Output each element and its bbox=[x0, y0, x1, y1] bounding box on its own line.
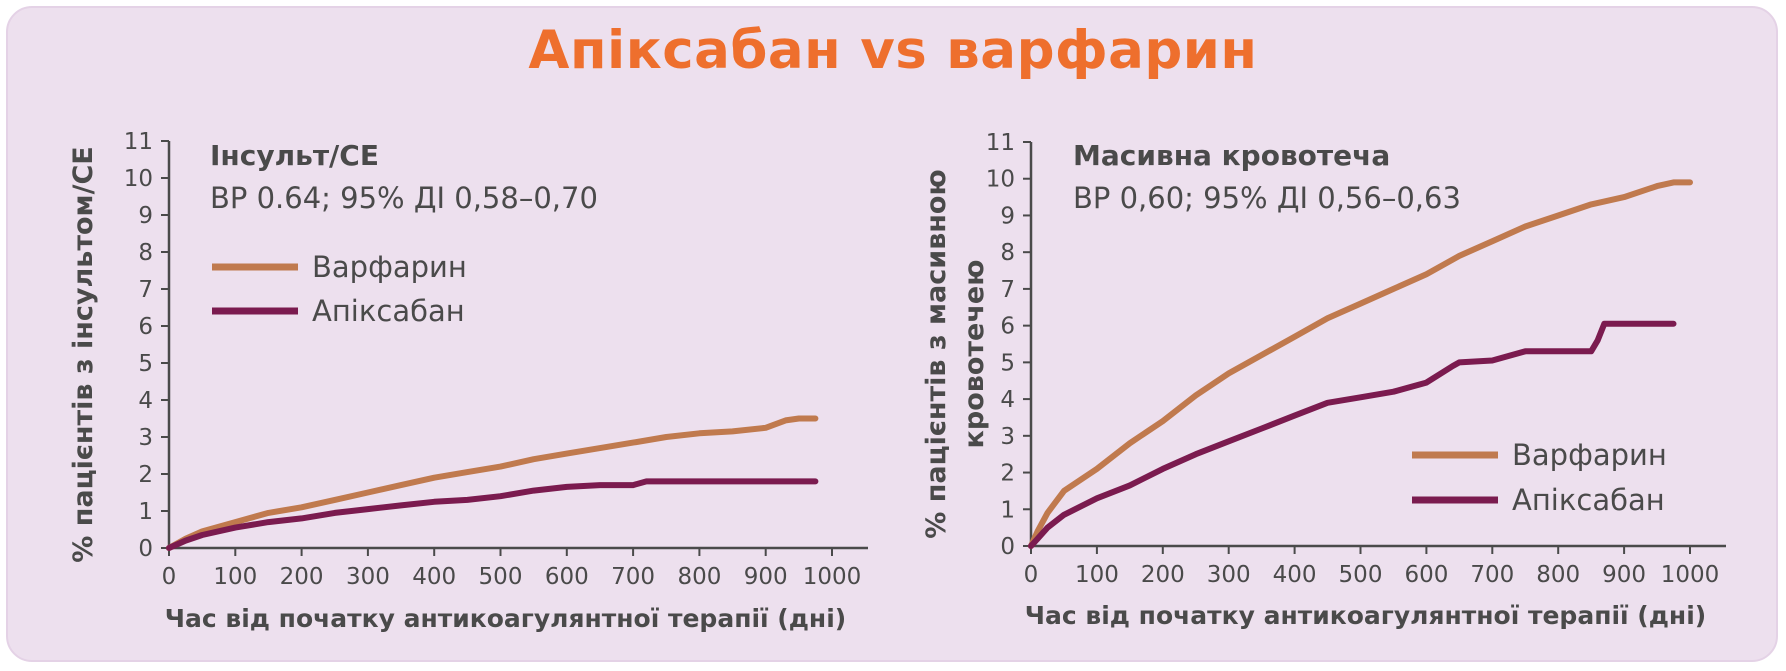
x-tick-label: 100 bbox=[1075, 562, 1119, 588]
chart-panel-1: 0 1 2 3 4 5 6 7 8 9 10 11 0 100 200 300 400 500 600 700 800 9… bbox=[68, 129, 868, 633]
y-tick-label: 6 bbox=[1000, 314, 1015, 340]
series-line-apixaban bbox=[1028, 320, 1677, 549]
x-tick-label: 500 bbox=[479, 564, 523, 590]
x-tick-label: 200 bbox=[280, 564, 324, 590]
y-tick-label: 4 bbox=[1000, 387, 1015, 413]
x-tick-label: 0 bbox=[162, 564, 177, 590]
x-tick-label: 0 bbox=[1024, 562, 1039, 588]
y-tick-label: 8 bbox=[1000, 240, 1015, 266]
y-axis-label: % пацієнтів з масивною bbox=[921, 169, 952, 538]
x-tick-label: 100 bbox=[213, 564, 257, 590]
y-tick-label: 0 bbox=[138, 536, 153, 562]
y-tick-label: 2 bbox=[1000, 461, 1015, 487]
y-tick-label: 9 bbox=[138, 203, 153, 229]
y-tick-label: 7 bbox=[138, 277, 153, 303]
y-tick-label: 10 bbox=[986, 167, 1015, 193]
y-tick-label: 9 bbox=[1000, 203, 1015, 229]
x-tick-label: 600 bbox=[545, 564, 589, 590]
x-tick-label: 500 bbox=[1339, 562, 1383, 588]
y-tick-label: 1 bbox=[1000, 497, 1015, 523]
y-tick-label: 5 bbox=[138, 351, 153, 377]
x-axis-label: Час від початку антикоагулянтної терапії… bbox=[165, 604, 846, 633]
x-tick-label: 1000 bbox=[803, 564, 862, 590]
x-tick-label: 300 bbox=[346, 564, 390, 590]
x-tick-label: 200 bbox=[1141, 562, 1185, 588]
legend-label: Варфарин bbox=[312, 250, 467, 284]
x-tick-label: 900 bbox=[1602, 562, 1646, 588]
y-tick-label: 11 bbox=[986, 130, 1015, 156]
panel-subtitle: ВР 0,60; 95% ДІ 0,56–0,63 bbox=[1073, 181, 1461, 215]
y-tick-label: 8 bbox=[138, 240, 153, 266]
y-tick-label: 10 bbox=[124, 166, 153, 192]
series-line-apixaban bbox=[166, 478, 819, 551]
legend-label: Апіксабан bbox=[1512, 483, 1665, 517]
panel-subtitle: ВР 0.64; 95% ДІ 0,58–0,70 bbox=[210, 181, 598, 215]
x-tick-label: 300 bbox=[1207, 562, 1251, 588]
y-tick-label: 0 bbox=[1000, 534, 1015, 560]
y-tick-label: 3 bbox=[138, 425, 153, 451]
y-tick-label: 1 bbox=[138, 499, 153, 525]
chart-panel-2: 0 1 2 3 4 5 6 7 8 9 10 11 0 100 200 300 400 500 600 700 800 9… bbox=[921, 130, 1726, 630]
y-axis-label: % пацієнтів з інсультом/СЕ bbox=[68, 146, 99, 562]
y-axis-label: кровотечею bbox=[959, 260, 990, 449]
x-axis-label: Час від початку антикоагулянтної терапії… bbox=[1025, 601, 1706, 630]
x-tick-label: 1000 bbox=[1661, 562, 1720, 588]
y-tick-label: 6 bbox=[138, 314, 153, 340]
x-tick-label: 700 bbox=[611, 564, 655, 590]
x-tick-label: 600 bbox=[1404, 562, 1448, 588]
panel-title: Інсульт/СЕ bbox=[210, 139, 379, 172]
x-tick-label: 800 bbox=[677, 564, 721, 590]
x-tick-label: 800 bbox=[1536, 562, 1580, 588]
series-line-warfarin bbox=[1028, 179, 1693, 549]
y-tick-label: 11 bbox=[124, 129, 153, 155]
y-tick-label: 5 bbox=[1000, 350, 1015, 376]
page-title: Апіксабан vs варфарин bbox=[528, 20, 1258, 81]
y-tick-label: 4 bbox=[138, 388, 153, 414]
legend-label: Варфарин bbox=[1512, 438, 1667, 472]
y-tick-label: 3 bbox=[1000, 424, 1015, 450]
y-tick-label: 7 bbox=[1000, 277, 1015, 303]
panel-title: Масивна кровотеча bbox=[1073, 139, 1390, 172]
y-tick-label: 2 bbox=[138, 462, 153, 488]
x-tick-label: 700 bbox=[1470, 562, 1514, 588]
x-tick-label: 400 bbox=[1273, 562, 1317, 588]
x-tick-label: 900 bbox=[744, 564, 788, 590]
x-tick-label: 400 bbox=[412, 564, 456, 590]
series-line-warfarin bbox=[166, 415, 819, 551]
legend-label: Апіксабан bbox=[312, 294, 465, 328]
